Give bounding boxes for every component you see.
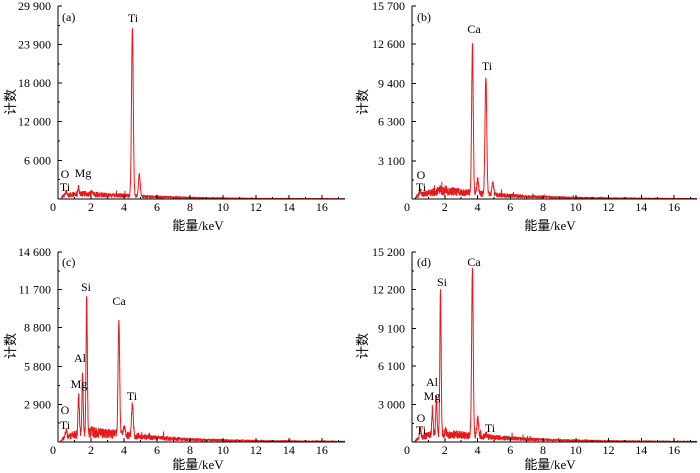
y-tick-label: 18 000 bbox=[18, 76, 51, 90]
x-tick-label: 12 bbox=[250, 443, 262, 457]
y-tick-label: 23 900 bbox=[18, 38, 51, 52]
y-tick-label: 6 000 bbox=[24, 153, 51, 167]
y-tick-label: 12 200 bbox=[372, 283, 405, 297]
y-tick-label: 6 100 bbox=[378, 359, 405, 373]
x-tick-label: 12 bbox=[603, 443, 615, 457]
x-tick-label: 2 bbox=[442, 200, 448, 214]
peak-label: Si bbox=[437, 275, 448, 289]
x-axis-label: 能量/keV bbox=[524, 457, 576, 472]
peak-label: O bbox=[61, 167, 70, 181]
panel-label: (c) bbox=[62, 255, 75, 269]
x-tick-label: 10 bbox=[217, 443, 229, 457]
x-tick-label: 0 bbox=[50, 200, 56, 214]
x-tick-label: 2 bbox=[88, 200, 94, 214]
x-tick-label: 16 bbox=[316, 200, 328, 214]
x-tick-label: 0 bbox=[404, 200, 410, 214]
y-tick-label: 11 700 bbox=[18, 283, 51, 297]
y-tick-label: 9 100 bbox=[378, 321, 405, 335]
peak-label: Mg bbox=[424, 389, 441, 403]
x-tick-label: 10 bbox=[570, 443, 582, 457]
x-tick-label: 16 bbox=[316, 443, 328, 457]
x-tick-label: 8 bbox=[540, 200, 546, 214]
x-axis-label: 能量/keV bbox=[524, 218, 576, 233]
y-tick-label: 29 900 bbox=[18, 0, 51, 13]
x-tick-label: 12 bbox=[250, 200, 262, 214]
y-axis-label: 计数 bbox=[3, 89, 18, 115]
x-tick-label: 6 bbox=[154, 200, 160, 214]
x-tick-label: 14 bbox=[283, 200, 295, 214]
peak-label: Ti bbox=[416, 423, 427, 437]
y-tick-label: 9 400 bbox=[378, 76, 405, 90]
panel-b: 0 2 4 6 8 10 12 14 16 3 100 6 300 9 400 12 600 15 700… bbox=[355, 0, 698, 233]
x-tick-label: 10 bbox=[217, 200, 229, 214]
y-axis-label: 计数 bbox=[3, 333, 18, 359]
peak-label: Al bbox=[426, 375, 439, 389]
peak-label: Ti bbox=[127, 389, 138, 403]
panel-c: 0 2 4 6 8 10 12 14 16 2 900 5 800 8 800 11 700 14 600… bbox=[3, 245, 346, 472]
peak-label: Ti bbox=[482, 59, 493, 73]
x-tick-label: 6 bbox=[507, 200, 513, 214]
x-axis-label: 能量/keV bbox=[172, 218, 224, 233]
y-tick-label: 2 900 bbox=[24, 397, 51, 411]
y-tick-label: 3 000 bbox=[378, 398, 405, 412]
peak-label: Ca bbox=[112, 294, 126, 308]
x-tick-label: 6 bbox=[154, 443, 160, 457]
x-tick-label: 8 bbox=[187, 200, 193, 214]
peak-label: O bbox=[61, 403, 70, 417]
peak-label: Al bbox=[74, 351, 87, 365]
x-tick-label: 8 bbox=[187, 443, 193, 457]
spectrum-line bbox=[60, 28, 346, 200]
x-tick-label: 2 bbox=[442, 443, 448, 457]
spectrum-line bbox=[60, 296, 346, 443]
x-tick-label: 16 bbox=[668, 443, 680, 457]
x-tick-label: 16 bbox=[668, 200, 680, 214]
x-axis-label: 能量/keV bbox=[172, 457, 224, 472]
x-tick-label: 14 bbox=[635, 443, 647, 457]
x-tick-label: 10 bbox=[570, 200, 582, 214]
panel-label: (d) bbox=[417, 255, 431, 269]
x-tick-label: 4 bbox=[475, 200, 481, 214]
y-tick-label: 8 800 bbox=[24, 320, 51, 334]
y-tick-label: 5 800 bbox=[24, 360, 51, 374]
x-tick-label: 4 bbox=[121, 443, 127, 457]
peak-label: Ti bbox=[416, 180, 427, 194]
peak-label: O bbox=[417, 168, 426, 182]
panel-d: 0 2 4 6 8 10 12 14 16 3 000 6 100 9 100 12 200 15 200… bbox=[355, 245, 698, 472]
spectrum-line bbox=[414, 43, 698, 200]
x-tick-label: 12 bbox=[603, 200, 615, 214]
peak-label: Ti bbox=[485, 421, 496, 435]
x-tick-label: 14 bbox=[635, 200, 647, 214]
y-axis-label: 计数 bbox=[355, 333, 370, 359]
panel-label: (a) bbox=[62, 10, 75, 24]
x-tick-label: 6 bbox=[507, 443, 513, 457]
x-tick-label: 2 bbox=[88, 443, 94, 457]
x-tick-label: 0 bbox=[50, 443, 56, 457]
peak-label: Ti bbox=[128, 11, 139, 25]
y-axis-label: 计数 bbox=[355, 89, 370, 115]
y-tick-label: 12 000 bbox=[18, 115, 51, 129]
y-tick-label: 14 600 bbox=[18, 245, 51, 259]
peak-label: Ca bbox=[467, 22, 481, 36]
peak-label: O bbox=[417, 411, 426, 425]
peak-label: Ca bbox=[467, 255, 481, 269]
y-tick-label: 3 100 bbox=[378, 154, 405, 168]
y-tick-label: 12 600 bbox=[372, 37, 405, 51]
peak-label: Mg bbox=[71, 377, 88, 391]
x-tick-label: 4 bbox=[475, 443, 481, 457]
y-tick-label: 6 300 bbox=[378, 115, 405, 129]
panel-a: 0 2 4 6 8 10 12 14 16 6 000 12 000 18 000 23 900 29 9… bbox=[3, 0, 346, 233]
spectrum-line bbox=[414, 267, 698, 443]
y-tick-label: 15 700 bbox=[372, 0, 405, 13]
peak-label: Si bbox=[81, 280, 92, 294]
x-tick-label: 0 bbox=[404, 443, 410, 457]
x-tick-label: 4 bbox=[121, 200, 127, 214]
x-tick-label: 8 bbox=[540, 443, 546, 457]
panel-label: (b) bbox=[417, 10, 431, 24]
peak-label: Ti bbox=[60, 418, 71, 432]
peak-label: Ti bbox=[60, 180, 71, 194]
peak-label: Mg bbox=[75, 166, 92, 180]
x-tick-label: 14 bbox=[283, 443, 295, 457]
y-tick-label: 15 200 bbox=[372, 245, 405, 259]
